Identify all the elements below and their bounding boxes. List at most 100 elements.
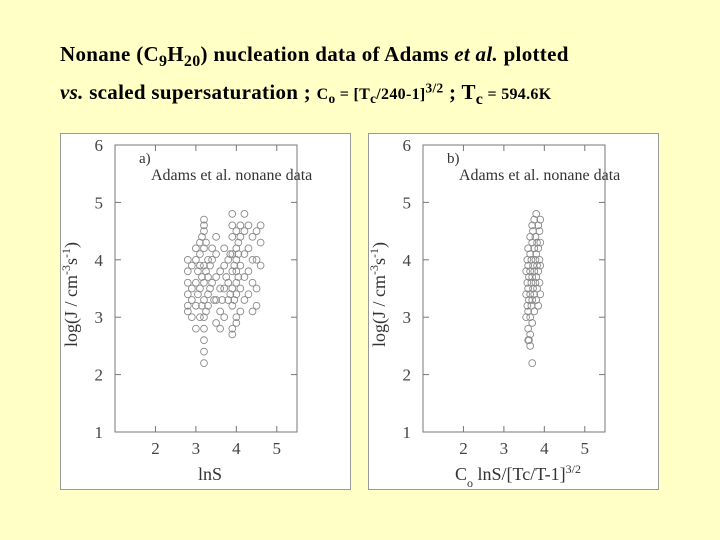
chart-a-data-point xyxy=(256,221,265,230)
chart-a-data-point xyxy=(200,261,208,270)
chart-a-xtick-label: 2 xyxy=(151,439,160,458)
chart-a-data-point xyxy=(220,244,229,253)
chart-a-data-point xyxy=(234,250,243,258)
chart-a-data-point xyxy=(236,232,245,241)
chart-a-data-point xyxy=(248,255,257,264)
chart-a-data-point xyxy=(196,250,204,258)
chart-a-plot-frame xyxy=(114,144,298,433)
chart-b-data-point xyxy=(526,342,535,350)
chart-a-data-point xyxy=(200,278,208,287)
chart-a-data-point xyxy=(236,261,245,270)
chart-b-data-point xyxy=(526,250,535,258)
chart-a-data-point xyxy=(226,290,235,299)
chart-a-data-point xyxy=(200,221,208,230)
chart-b-data-point xyxy=(524,244,533,253)
chart-b-ytick-label: 6 xyxy=(403,136,412,155)
chart-a-data-point xyxy=(200,347,208,356)
chart-a-data-point xyxy=(196,284,204,293)
chart-b-data-point xyxy=(527,255,536,264)
chart-a-data-point xyxy=(228,250,237,258)
chart-b-data-point xyxy=(534,244,543,253)
chart-a-data-point xyxy=(232,278,241,287)
chart-a-data-point xyxy=(248,307,257,316)
chart-b-data-point xyxy=(522,313,530,322)
chart-a-data-point xyxy=(206,284,214,293)
chart-b-data-point xyxy=(523,301,532,310)
chart-a-ytick-label: 3 xyxy=(95,308,104,327)
chart-b-data-point xyxy=(528,296,537,304)
chart-a-data-point xyxy=(194,290,202,299)
chart-a-data-point xyxy=(200,296,208,304)
chart-a-data-point xyxy=(252,301,261,310)
chart-a-data-point xyxy=(183,255,192,264)
chart-a-data-point xyxy=(256,238,265,247)
chart-a-data-point xyxy=(208,278,216,287)
chart-a-data-point xyxy=(200,244,208,253)
chart-a-data-point xyxy=(183,290,192,299)
chart-a-data-point xyxy=(187,261,196,270)
chart-a-data-point xyxy=(240,250,249,258)
chart-a-data-point xyxy=(196,238,204,247)
chart-b-data-point xyxy=(524,324,533,333)
chart-a-data-point xyxy=(248,278,257,287)
slide-title-line-1: Nonane (C9H20) nucleation data of Adams … xyxy=(60,42,569,71)
chart-a-data-point xyxy=(212,273,220,281)
chart-a-data-point xyxy=(236,221,245,230)
chart-b-data-point xyxy=(531,232,540,241)
chart-a-data-point xyxy=(230,296,239,304)
chart-a-data-point xyxy=(232,290,241,299)
chart-a-data-point xyxy=(192,255,200,264)
chart-a-data-point xyxy=(208,255,216,264)
chart-a-data-point xyxy=(230,261,239,270)
chart-b-ytick-label: 3 xyxy=(403,308,412,327)
chart-a-data-point xyxy=(200,324,208,333)
chart-a-data-point xyxy=(236,307,245,316)
chart-a-data-point xyxy=(183,307,192,316)
chart-a-panel-label: a) xyxy=(139,151,151,167)
chart-a-data-point xyxy=(196,261,204,270)
chart-a-data-point xyxy=(228,232,237,241)
chart-b-data-point xyxy=(531,255,540,264)
chart-b-data-point xyxy=(526,330,535,339)
chart-b-xtick-label: 4 xyxy=(540,439,549,458)
scaling-formula: Co = [Tc/240-1]3/2 xyxy=(316,80,444,107)
chart-a-data-point xyxy=(228,330,237,339)
chart-a-data-point xyxy=(200,336,208,345)
chart-b-data-point xyxy=(528,238,537,247)
chart-a-data-point xyxy=(252,227,261,235)
chart-a-data-point xyxy=(232,267,241,276)
chart-b-data-point xyxy=(534,221,543,230)
chart-a-data-point xyxy=(228,301,237,310)
chart-a-x-axis-label: lnS xyxy=(198,464,222,484)
chart-b-data-point xyxy=(528,319,537,327)
chart-a-data-point xyxy=(232,255,241,264)
chart-a-data-point xyxy=(192,324,200,333)
chart-a-data-point xyxy=(224,278,233,287)
chart-b-panel-label: b) xyxy=(447,151,460,167)
chart-a-data-point xyxy=(204,301,212,310)
chart-b-data-point xyxy=(526,313,535,322)
chart-a-data-point xyxy=(232,319,241,327)
chart-a-data-point xyxy=(202,238,210,247)
chart-a-data-point xyxy=(200,215,208,224)
chart-a-data-point xyxy=(228,210,237,218)
chart-panel-b: 1 2 3 4 5 6 2 3 4 5 b) Adams et al. nonane data log(… xyxy=(368,133,659,490)
chart-a-data-point xyxy=(248,232,257,241)
chart-b-data-point xyxy=(532,296,541,304)
chart-a-data-point xyxy=(212,232,220,241)
scatter-plot-a: 1 2 3 4 5 6 2 3 4 5 a)Adams et al. nonane data log(… xyxy=(61,136,312,484)
chart-a-data-point xyxy=(228,221,237,230)
chart-b-data-point xyxy=(523,278,532,287)
chart-b-data-point xyxy=(528,221,537,230)
chart-a-ytick-label: 1 xyxy=(95,423,104,442)
chart-b-data-point xyxy=(524,284,533,293)
chart-b-data-point xyxy=(533,238,541,247)
chart-b-data-point xyxy=(528,359,537,367)
chart-b-xtick-label: 5 xyxy=(581,439,590,458)
chart-b-data-point xyxy=(536,215,545,224)
chart-b-data-point xyxy=(536,261,545,270)
chart-b-data-point xyxy=(534,301,543,310)
chart-a-data-point xyxy=(244,221,253,230)
chart-a-data-point xyxy=(216,324,225,333)
chart-a-ytick-label: 6 xyxy=(95,136,104,155)
